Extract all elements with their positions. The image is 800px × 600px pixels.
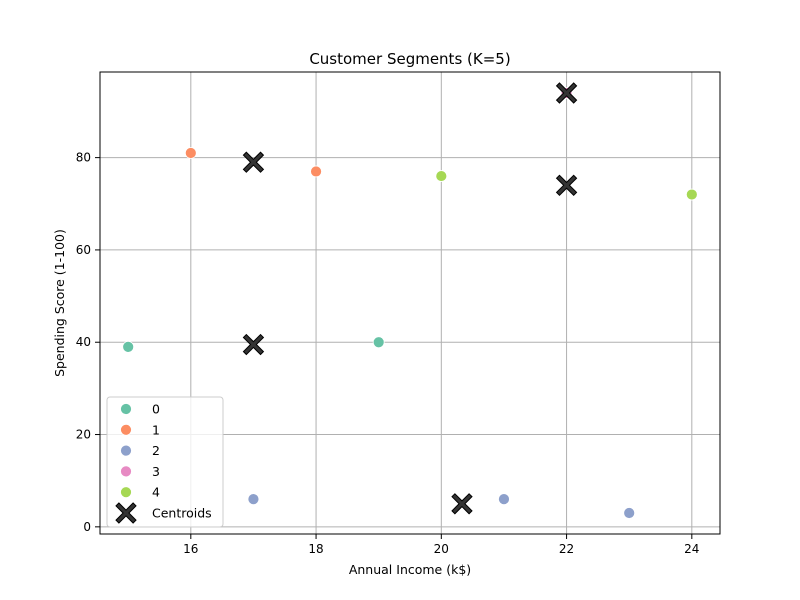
legend-marker — [120, 403, 132, 415]
legend-label: Centroids — [152, 506, 212, 521]
y-tick-label: 40 — [76, 335, 91, 349]
y-tick-label: 80 — [76, 151, 91, 165]
data-point-cluster-4 — [685, 188, 698, 201]
legend-box — [106, 396, 224, 528]
data-point-cluster-0 — [372, 336, 385, 349]
data-point-cluster-4 — [435, 170, 448, 182]
legend-label: 0 — [152, 402, 160, 417]
data-point-cluster-2 — [247, 493, 260, 506]
x-axis-label: Annual Income (k$) — [349, 562, 471, 577]
data-point-cluster-1 — [310, 165, 322, 178]
centroid-marker — [242, 333, 265, 356]
legend-marker — [115, 502, 137, 524]
data-point-cluster-2 — [498, 493, 510, 506]
y-tick-label: 20 — [76, 428, 91, 442]
x-tick-label: 16 — [183, 542, 198, 556]
centroid-marker — [555, 82, 578, 104]
legend-label: 4 — [152, 485, 160, 500]
legend-marker — [120, 465, 132, 478]
data-points — [122, 87, 698, 519]
x-tick-label: 20 — [434, 542, 449, 556]
data-point-cluster-1 — [184, 147, 197, 159]
centroid-marker — [555, 174, 578, 197]
y-axis-label: Spending Score (1-100) — [52, 229, 67, 377]
y-tick-label: 0 — [83, 520, 91, 534]
x-tick-label: 18 — [308, 542, 323, 556]
centroid-marker — [242, 151, 265, 173]
y-tick-label: 60 — [76, 243, 91, 257]
legend-label: 2 — [152, 443, 160, 458]
x-tick-label: 22 — [559, 542, 574, 556]
x-tick-label: 24 — [684, 542, 699, 556]
data-point-cluster-2 — [623, 507, 636, 519]
legend-marker — [120, 486, 132, 499]
legend-label: 1 — [152, 422, 160, 437]
plot-frame — [99, 71, 721, 535]
legend-label: 3 — [152, 464, 160, 479]
centroid-marker — [451, 493, 473, 515]
legend: 0 1 2 3 4 Centroids — [106, 396, 224, 528]
centroid-markers — [242, 82, 578, 515]
chart-title: Customer Segments (K=5) — [309, 50, 510, 68]
legend-marker — [120, 423, 132, 436]
data-point-cluster-0 — [122, 340, 135, 353]
legend-marker — [120, 444, 132, 457]
